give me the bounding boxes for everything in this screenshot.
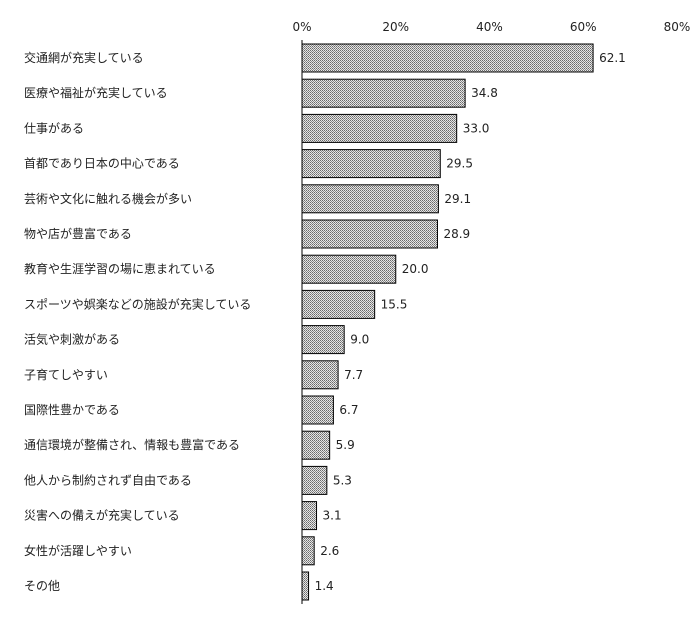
category-label: 仕事がある [24,120,84,135]
category-label: 医療や福祉が充実している [24,85,168,100]
category-label: 女性が活躍しやすい [24,543,132,558]
x-axis-ticks: 0% 20% 40% 60% 80% [292,20,690,34]
category-label: 芸術や文化に触れる機会が多い [24,191,192,206]
category-labels: 交通網が充実している医療や福祉が充実している仕事がある首都であり日本の中心である… [24,50,251,593]
bar [301,325,345,355]
bar [301,219,438,249]
x-tick-label: 40% [476,20,503,34]
value-label: 6.7 [339,403,358,417]
bar [301,360,339,390]
bar [301,571,310,601]
x-tick-label: 20% [382,20,409,34]
value-label: 7.7 [344,368,363,382]
category-label: 災害への備えが充実している [24,508,180,523]
bar [301,430,331,460]
value-label: 34.8 [471,86,498,100]
bar [301,43,594,73]
bars [301,43,594,601]
category-label: 他人から制約されず自由である [24,472,192,487]
value-label: 3.1 [323,509,342,523]
value-label: 29.5 [446,157,473,171]
x-tick-label: 60% [570,20,597,34]
category-label: 通信環境が整備され、情報も豊富である [24,437,240,452]
bar [301,501,318,531]
bar [301,113,458,143]
category-label: 首都であり日本の中心である [24,156,180,171]
bar [301,149,441,179]
x-tick-label: 0% [292,20,311,34]
value-label: 15.5 [381,297,408,311]
value-label: 2.6 [320,544,339,558]
value-label: 20.0 [402,262,429,276]
category-label: スポーツや娯楽などの施設が充実している [24,296,251,311]
value-label: 28.9 [443,227,470,241]
value-labels: 62.1 34.8 33.0 29.5 29.1 28.9 20.0 15.5 9.0 7.7 6.… [315,51,626,593]
category-label: その他 [24,579,60,593]
x-tick-label: 80% [664,20,691,34]
bar [301,289,376,319]
bar [301,465,328,495]
category-label: 交通網が充実している [24,50,144,65]
category-label: 国際性豊かである [24,403,120,417]
value-label: 33.0 [463,121,490,135]
category-label: 物や店が豊富である [24,226,132,241]
bar [301,395,334,425]
value-label: 62.1 [599,51,626,65]
bar [301,254,397,284]
bar [301,184,439,214]
category-label: 子育てしやすい [24,367,108,382]
category-label: 活気や刺激がある [24,332,120,347]
value-label: 1.4 [315,579,334,593]
value-label: 9.0 [350,333,369,347]
value-label: 29.1 [444,192,471,206]
category-label: 教育や生涯学習の場に恵まれている [24,261,216,276]
bar [301,78,466,108]
value-label: 5.3 [333,473,352,487]
bar [301,536,315,566]
value-label: 5.9 [336,438,355,452]
